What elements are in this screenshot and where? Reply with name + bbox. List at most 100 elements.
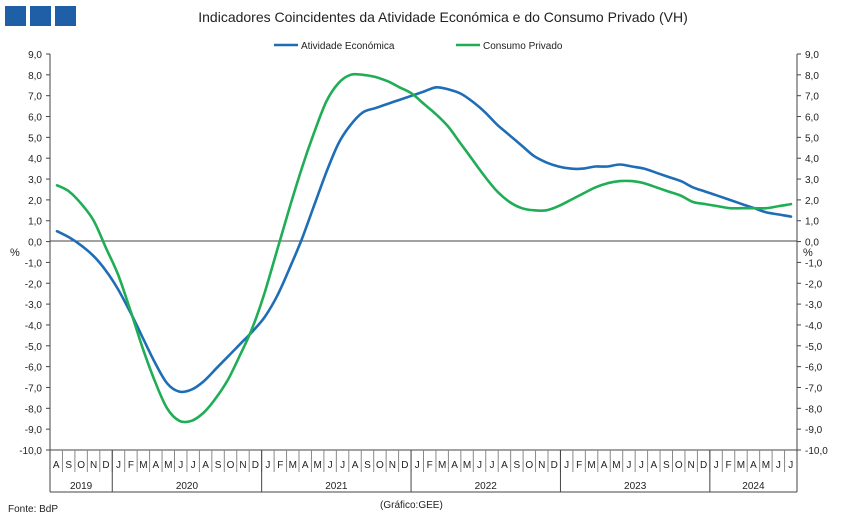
month-label: N: [688, 460, 695, 471]
series-line-atividade-economica: [55, 85, 793, 394]
month-label: N: [90, 460, 97, 471]
y-tick-label-right: 4,0: [805, 154, 819, 165]
y-tick-label-right: 6,0: [805, 113, 819, 124]
y-tick-label-right: -6,0: [805, 363, 823, 374]
y-tick-label-right: 7,0: [805, 92, 819, 103]
month-label: M: [314, 460, 322, 471]
month-label: J: [340, 460, 345, 471]
month-label: J: [265, 460, 270, 471]
y-tick-label-right: 2,0: [805, 196, 819, 207]
month-label: J: [564, 460, 569, 471]
month-label: S: [514, 460, 521, 471]
month-label: N: [389, 460, 396, 471]
y-tick-label-left: 3,0: [28, 175, 42, 186]
y-tick-label-right: -2,0: [805, 279, 823, 290]
y-tick-label-left: -2,0: [25, 279, 43, 290]
month-label: A: [202, 460, 209, 471]
month-label: J: [489, 460, 494, 471]
y-tick-label-right: 3,0: [805, 175, 819, 186]
month-label: A: [650, 460, 657, 471]
month-label: M: [139, 460, 147, 471]
month-label: F: [576, 460, 582, 471]
y-axis-unit-left: %: [10, 247, 20, 259]
y-tick-label-left: 7,0: [28, 92, 42, 103]
month-label: A: [352, 460, 359, 471]
month-label: J: [328, 460, 333, 471]
y-tick-label-left: -9,0: [25, 425, 43, 436]
y-tick-label-left: -8,0: [25, 404, 43, 415]
month-label: J: [776, 460, 781, 471]
month-label: J: [191, 460, 196, 471]
month-label: A: [601, 460, 608, 471]
year-label-2022: 2022: [475, 481, 498, 492]
year-label-2021: 2021: [325, 481, 348, 492]
y-tick-label-left: -4,0: [25, 321, 43, 332]
y-tick-label-right: -9,0: [805, 425, 823, 436]
logo-square-2: [30, 6, 51, 26]
logo-square-1: [5, 6, 26, 26]
chart-title: Indicadores Coincidentes da Atividade Ec…: [198, 9, 688, 25]
month-label: M: [289, 460, 297, 471]
month-label: M: [762, 460, 770, 471]
month-label: A: [152, 460, 159, 471]
year-label-2020: 2020: [176, 481, 199, 492]
month-label: D: [551, 460, 558, 471]
month-label: J: [477, 460, 482, 471]
y-axis-unit-right: %: [803, 247, 813, 259]
month-label: M: [612, 460, 620, 471]
y-tick-label-left: 5,0: [28, 133, 42, 144]
month-label: N: [538, 460, 545, 471]
y-tick-label-right: 9,0: [805, 50, 819, 61]
month-label: O: [525, 460, 533, 471]
month-label: S: [364, 460, 371, 471]
y-tick-label-right: 5,0: [805, 133, 819, 144]
y-tick-label-right: -7,0: [805, 383, 823, 394]
month-label: A: [750, 460, 757, 471]
month-label: A: [53, 460, 60, 471]
month-label: J: [415, 460, 420, 471]
month-label: M: [463, 460, 471, 471]
y-tick-label-left: -10,0: [19, 446, 42, 457]
month-label: A: [302, 460, 309, 471]
y-tick-label-left: -6,0: [25, 363, 43, 374]
month-label: D: [401, 460, 408, 471]
month-label: M: [438, 460, 446, 471]
y-tick-label-right: -3,0: [805, 300, 823, 311]
month-label: D: [252, 460, 259, 471]
logo-square-3: [55, 6, 76, 26]
legend-label-consumo: Consumo Privado: [483, 41, 563, 52]
y-tick-label-right: 8,0: [805, 71, 819, 82]
year-label-2019: 2019: [70, 481, 93, 492]
month-label: S: [663, 460, 670, 471]
y-tick-label-right: 1,0: [805, 217, 819, 228]
legend-label-atividade: Atividade Económica: [301, 41, 395, 52]
month-label: S: [215, 460, 222, 471]
month-label: F: [277, 460, 283, 471]
y-tick-label-right: -1,0: [805, 258, 823, 269]
month-label: D: [102, 460, 109, 471]
y-tick-label-left: 1,0: [28, 217, 42, 228]
month-label: O: [675, 460, 683, 471]
month-label: J: [178, 460, 183, 471]
legend: Atividade Económica Consumo Privado: [274, 41, 563, 52]
month-label: F: [427, 460, 433, 471]
year-label-2023: 2023: [624, 481, 647, 492]
month-label: M: [587, 460, 595, 471]
chart-credit: (Gráfico:GEE): [380, 500, 443, 511]
month-label: J: [116, 460, 121, 471]
y-tick-label-right: -8,0: [805, 404, 823, 415]
month-label: J: [626, 460, 631, 471]
month-label: J: [788, 460, 793, 471]
source-note: Fonte: BdP: [8, 504, 59, 515]
month-label: O: [227, 460, 235, 471]
month-label: N: [239, 460, 246, 471]
y-tick-label-left: -3,0: [25, 300, 43, 311]
month-label: A: [451, 460, 458, 471]
month-label: O: [77, 460, 85, 471]
y-tick-label-left: 0,0: [28, 238, 42, 249]
month-label: S: [65, 460, 72, 471]
y-tick-label-left: 4,0: [28, 154, 42, 165]
y-tick-label-right: -5,0: [805, 342, 823, 353]
month-label: J: [639, 460, 644, 471]
